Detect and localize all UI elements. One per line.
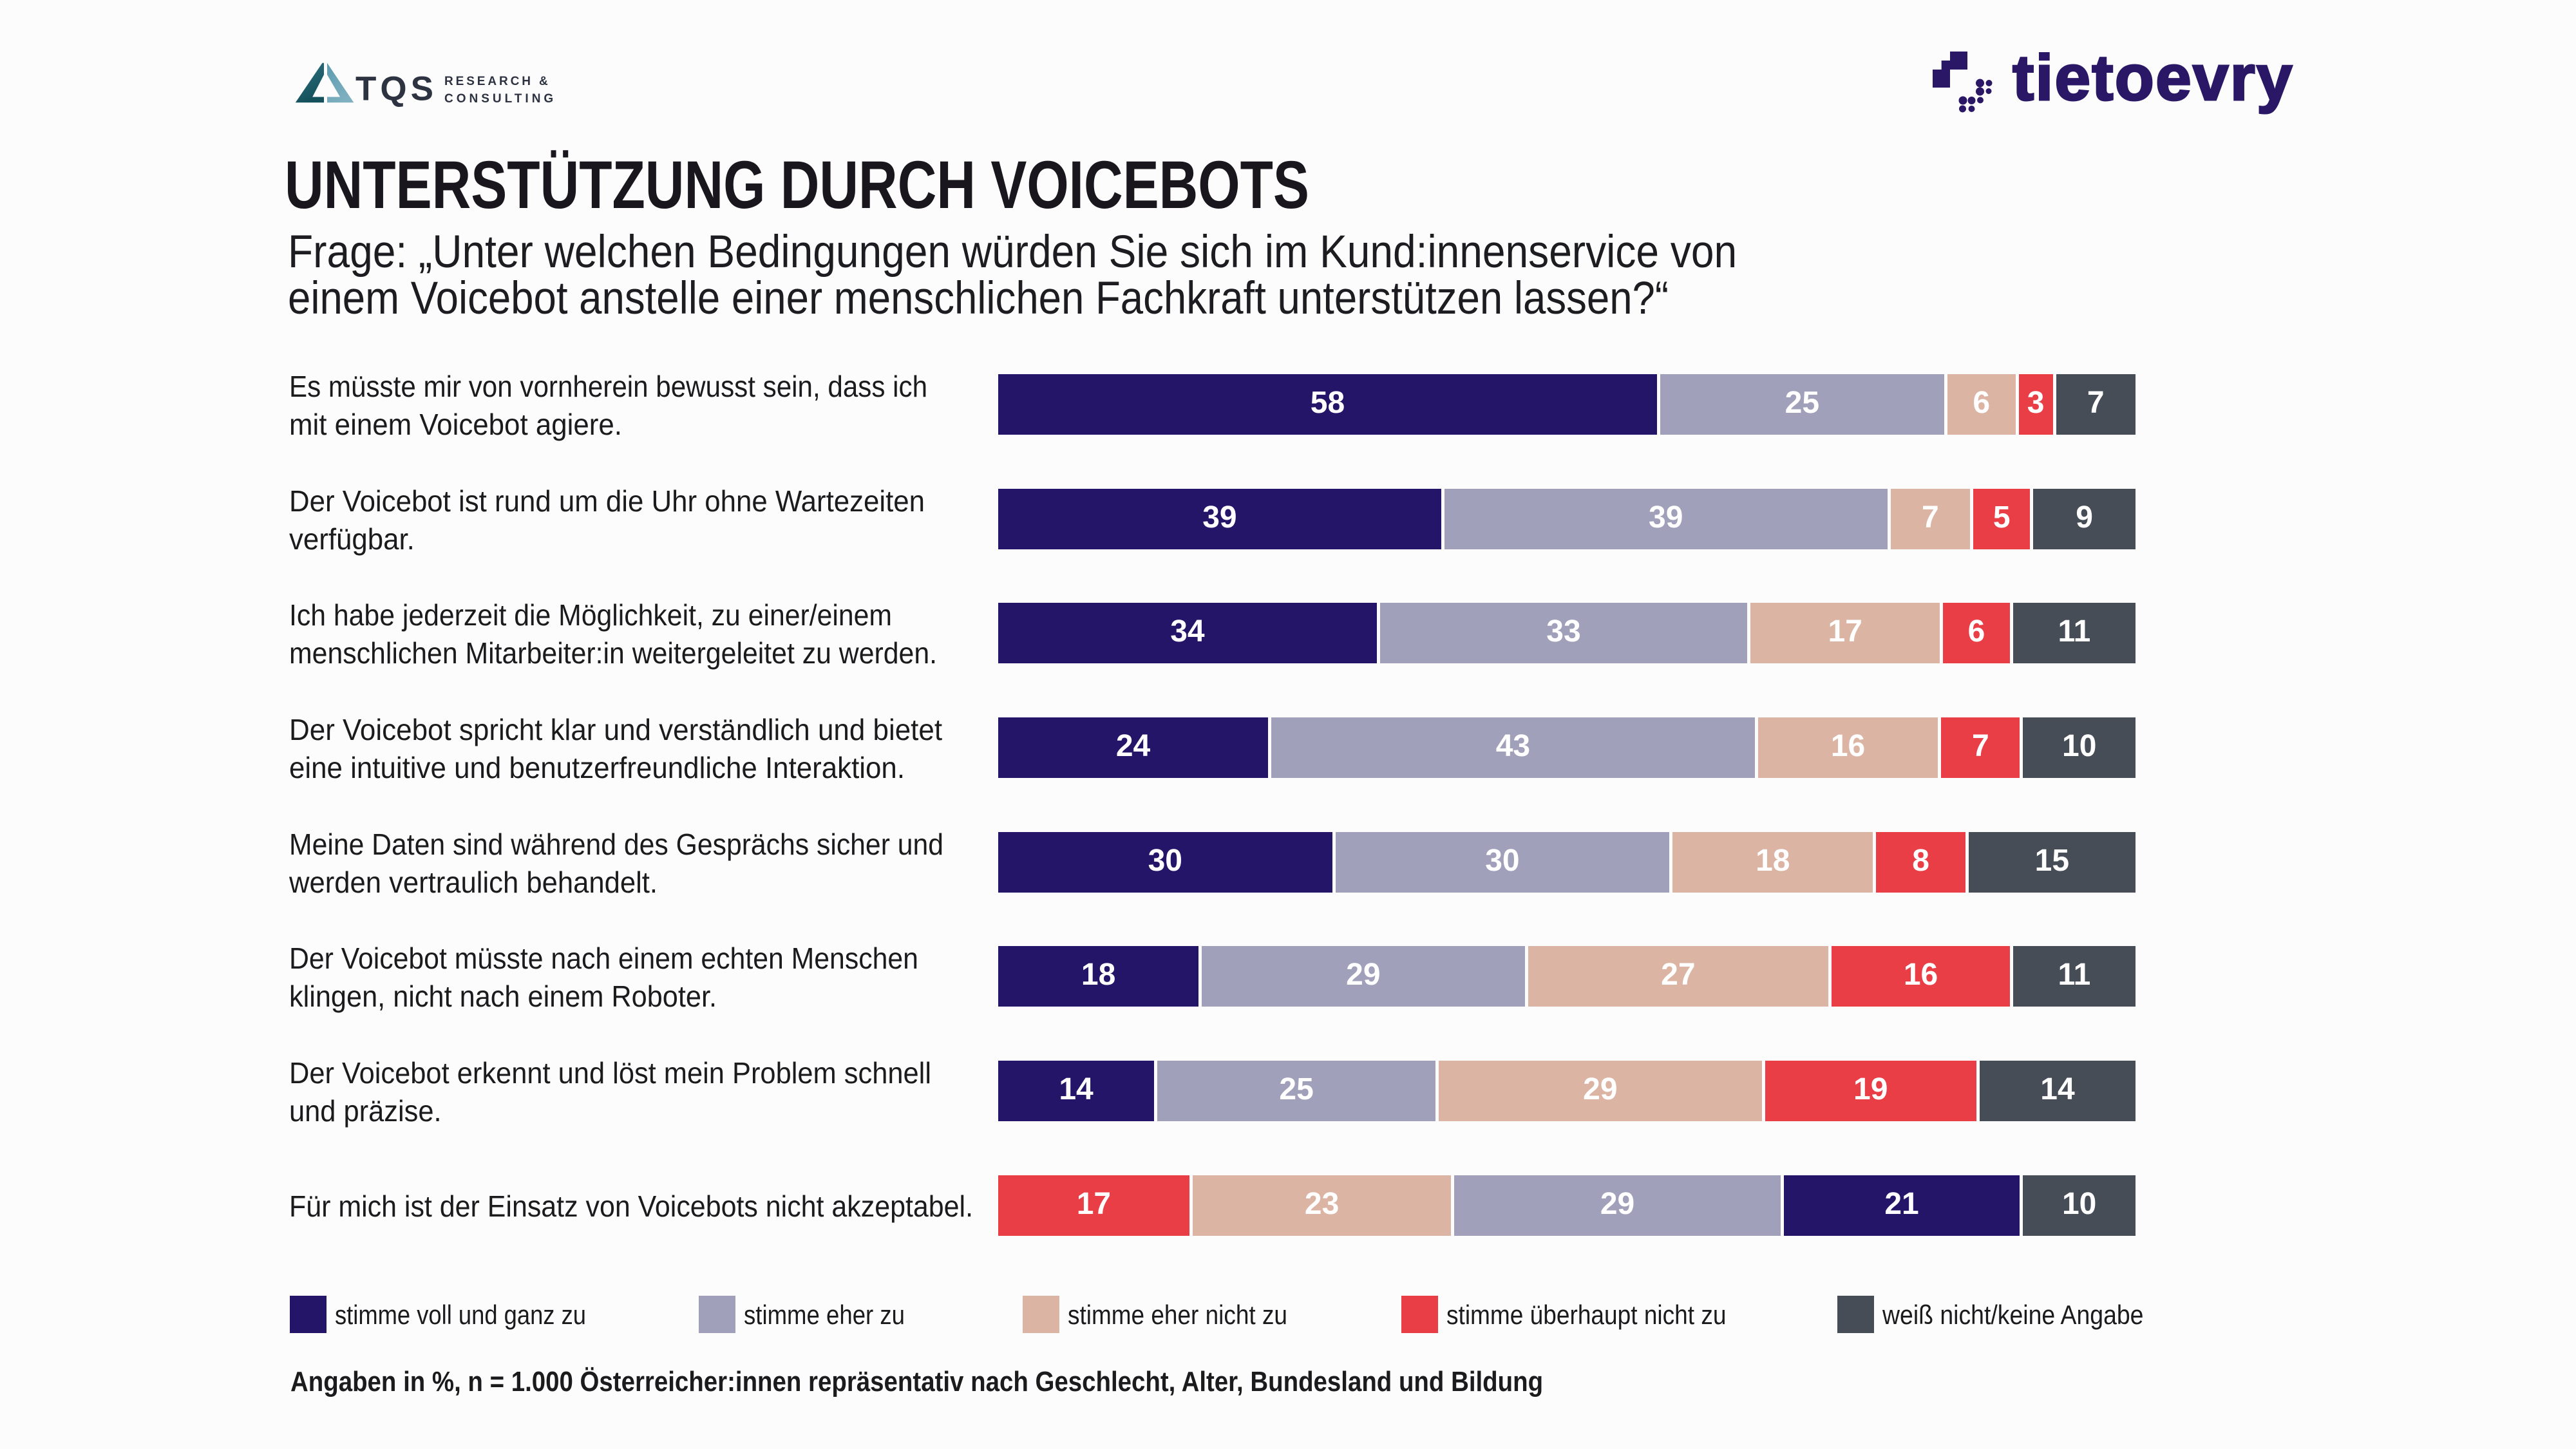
svg-text:tietoevry: tietoevry [2012,42,2294,114]
svg-text:TQS: TQS [355,70,437,108]
svg-text:CONSULTING: CONSULTING [444,92,556,106]
svg-text:RESEARCH &: RESEARCH & [444,75,551,88]
